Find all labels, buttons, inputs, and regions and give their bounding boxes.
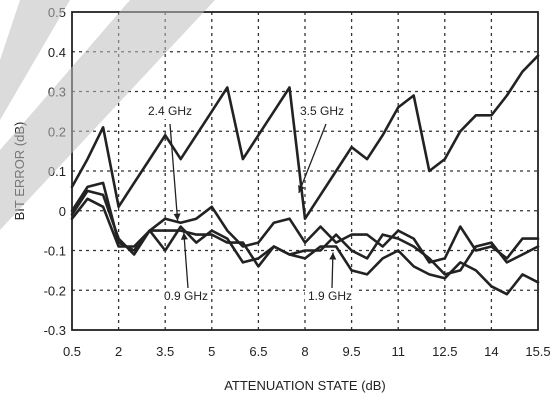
x-tick-label: 11 (391, 344, 405, 359)
x-axis-title: ATTENUATION STATE (dB) (224, 378, 386, 393)
annotation-leader-2-4-ghz (169, 123, 179, 221)
annotation-label-3-5-ghz: 3.5 GHz (300, 104, 344, 118)
x-tick-label: 9.5 (343, 344, 361, 359)
x-tick-label: 15.5 (525, 344, 550, 359)
annotation-label-0-9-ghz: 0.9 GHz (164, 289, 208, 303)
annotation-backing (304, 288, 356, 304)
annotation-label-2-4-ghz: 2.4 GHz (148, 104, 192, 118)
y-tick-label: -0.2 (44, 283, 66, 298)
annotation-arrowhead-1-9-ghz (329, 252, 337, 260)
y-tick-label: 0.4 (48, 45, 66, 60)
annotation-arrowhead-0-9-ghz (180, 232, 188, 240)
x-tick-label: 8 (301, 344, 308, 359)
y-tick-label: -0.1 (44, 244, 66, 259)
x-tick-label: 12.5 (432, 344, 457, 359)
y-tick-label: 0.5 (48, 5, 66, 20)
x-tick-label: 6.5 (249, 344, 267, 359)
x-tick-label: 14 (484, 344, 498, 359)
annotation-backing (160, 288, 212, 304)
y-axis-title: BIT ERROR (dB) (12, 122, 27, 221)
x-tick-label: 3.5 (156, 344, 174, 359)
tick-labels: 0.5 2 3.5 5 6.5 8 9.5 11 12.5 14 15.5 -0.3 -0.2 -0.1 0… (44, 5, 551, 359)
annotation-label-1-9-ghz: 1.9 GHz (308, 289, 352, 303)
annotation-backing (296, 103, 348, 119)
x-tick-label: 0.5 (63, 344, 81, 359)
annotation-leader-3-5-ghz (298, 123, 327, 194)
y-tick-label: 0 (59, 204, 66, 219)
series-annotations: 2.4 GHz 3.5 GHz 0.9 GHz 1.9 GHz (144, 103, 356, 304)
x-tick-label: 5 (208, 344, 215, 359)
series-line-1-9-ghz (70, 197, 540, 296)
y-tick-label: 0.2 (48, 124, 66, 139)
x-tick-label: 2 (115, 344, 122, 359)
annotation-leader-0-9-ghz (183, 232, 189, 289)
y-tick-label: -0.3 (44, 323, 66, 338)
annotation-arrowhead-3-5-ghz (298, 185, 305, 193)
annotation-arrowhead-2-4-ghz (173, 213, 181, 221)
y-tick-label: 0.3 (48, 85, 66, 100)
y-tick-label: 0.1 (48, 164, 66, 179)
